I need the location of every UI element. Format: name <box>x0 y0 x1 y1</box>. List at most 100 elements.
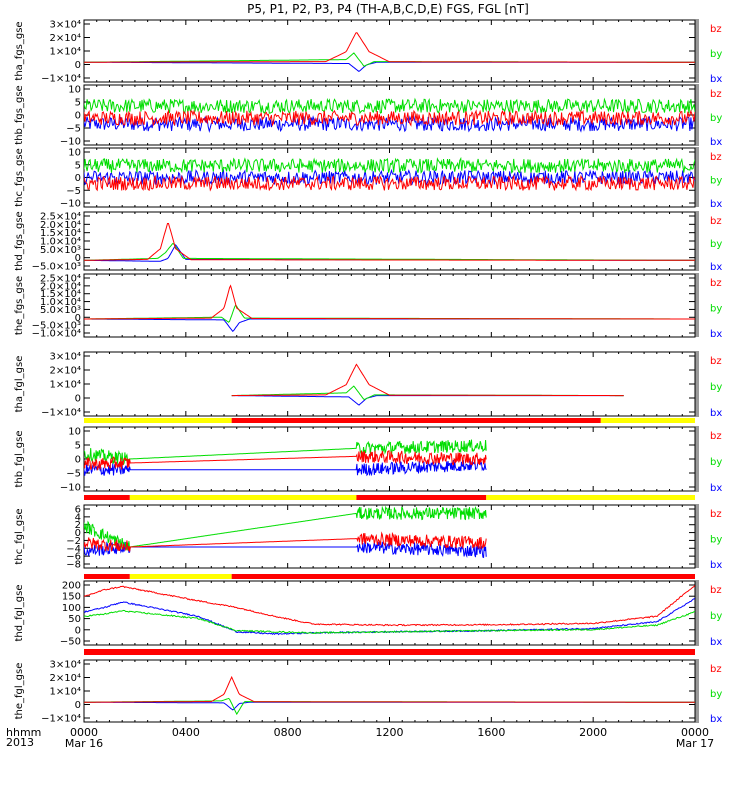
y-tick-label: 3×10⁴ <box>50 20 81 31</box>
panel-frame <box>83 351 696 417</box>
legend-bx: bx <box>710 329 722 340</box>
flag-bar-segment <box>84 574 130 579</box>
series-line-bz <box>84 32 695 63</box>
series-line-bz <box>84 675 695 703</box>
y-tick-label: −10 <box>60 199 81 210</box>
flag-bar-segment <box>84 495 130 500</box>
series-line-bz <box>84 585 695 627</box>
flag-bar-segment <box>600 418 695 423</box>
panel-frame <box>83 580 696 646</box>
panel-frame <box>83 273 696 338</box>
legend-bz: bz <box>710 585 722 596</box>
flag-bar-segment <box>129 574 232 579</box>
y-tick-label: −50 <box>60 637 81 648</box>
series-line-bz <box>84 223 695 261</box>
legend-by: by <box>710 113 722 124</box>
y-tick-label: 150 <box>62 592 81 603</box>
y-tick-label: 1×10⁴ <box>50 687 81 698</box>
series-line-bx <box>84 61 695 73</box>
y-tick-label: −8 <box>66 560 81 571</box>
legend-bx: bx <box>710 74 722 85</box>
y-axis-label: thc_fgs_gse <box>14 148 25 207</box>
y-tick-label: 2.5×10⁴ <box>40 212 81 223</box>
y-tick-label: −5 <box>66 186 81 197</box>
legend-bx: bx <box>710 637 722 648</box>
y-axis-label: tha_fgs_gse <box>14 21 25 80</box>
y-tick-label: −1×10⁴ <box>41 714 81 725</box>
time-tick-label: 1200 <box>376 726 404 739</box>
time-tick-label: 2000 <box>579 726 607 739</box>
series-line-bz <box>84 109 695 127</box>
y-tick-label: 100 <box>62 603 81 614</box>
series-line-bz <box>231 363 624 397</box>
time-tick-label: 0400 <box>172 726 200 739</box>
y-tick-label: −10 <box>60 137 81 148</box>
chart-title: P5, P1, P2, P3, P4 (TH-A,B,C,D,E) FGS, F… <box>247 2 529 16</box>
y-tick-label: 2.0×10⁴ <box>40 281 81 292</box>
y-tick-label: 1.0×10⁴ <box>40 297 81 308</box>
y-tick-label: 4 <box>75 512 81 523</box>
y-tick-label: −4 <box>66 544 81 555</box>
y-tick-label: 10 <box>68 85 81 96</box>
y-axis-label: tha_fgl_gse <box>14 356 25 413</box>
legend-by: by <box>710 304 722 315</box>
panel-the_fgl_gse: 3×10⁴ 2×10⁴ 1×10⁴ 0 −1×10⁴ the_fgl_gse bz by bx <box>14 659 722 725</box>
legend-by: by <box>710 239 722 250</box>
series-line-by <box>84 156 695 174</box>
series-line-by <box>84 243 695 261</box>
y-tick-label: 2.5×10⁴ <box>40 274 81 285</box>
flag-bar-segment <box>84 650 695 655</box>
legend-bx: bx <box>710 483 722 494</box>
series-line-bz <box>84 449 487 471</box>
y-tick-label: 5.0×10³ <box>40 305 81 316</box>
legend-bz: bz <box>710 664 722 675</box>
legend-bz: bz <box>710 431 722 442</box>
legend-bz: bz <box>710 216 722 227</box>
date-label-start: Mar 16 <box>65 737 103 750</box>
legend-bx: bx <box>710 137 722 148</box>
y-tick-label: 5 <box>75 160 81 171</box>
series-line-by <box>84 52 695 67</box>
flag-bar-segment <box>231 574 696 579</box>
legend-bz: bz <box>710 356 722 367</box>
legend-by: by <box>710 535 722 546</box>
y-tick-label: −2 <box>66 536 81 547</box>
series-line-bx <box>84 541 487 559</box>
y-tick-label: 0 <box>75 253 81 264</box>
y-tick-label: 10 <box>68 148 81 159</box>
series-line-bx <box>231 395 624 406</box>
y-tick-label: 200 <box>62 581 81 592</box>
y-tick-label: 1×10⁴ <box>50 47 81 58</box>
flag-bar-segment <box>356 495 487 500</box>
y-tick-label: −1×10⁴ <box>41 74 81 85</box>
y-axis-label: thc_fgl_gse <box>14 508 25 564</box>
y-tick-label: −1.0×10⁴ <box>32 329 81 340</box>
y-axis-label: the_fgs_gse <box>14 276 25 335</box>
y-tick-label: −5.0×10³ <box>32 262 81 273</box>
panel-thd_fgs_gse: 2.5×10⁴2.0×10⁴1.5×10⁴1.0×10⁴5.0×10³0−5.0… <box>14 211 722 273</box>
y-tick-label: −10 <box>60 483 81 494</box>
series-line-bz <box>84 284 695 320</box>
flag-bar-segment <box>129 495 357 500</box>
legend-bz: bz <box>710 152 722 163</box>
panel-the_fgs_gse: 2.5×10⁴2.0×10⁴1.5×10⁴1.0×10⁴5.0×10³0−5.0… <box>14 273 722 340</box>
series-line-bx <box>84 318 695 333</box>
y-tick-label: 0 <box>75 60 81 71</box>
y-tick-label: 3×10⁴ <box>50 352 81 363</box>
series-line-bz <box>84 531 487 552</box>
year-label: 2013 <box>6 736 34 749</box>
hhmm-label: hhmm <box>6 726 41 739</box>
y-tick-label: 1.0×10⁴ <box>40 237 81 248</box>
flag-bar-segment <box>231 418 601 423</box>
y-tick-label: −5 <box>66 469 81 480</box>
y-tick-label: 2 <box>75 520 81 531</box>
legend-by: by <box>710 689 722 700</box>
y-tick-label: 0 <box>75 625 81 636</box>
y-axis-label: thb_fgl_gse <box>14 431 25 488</box>
date-label-end: Mar 17 <box>676 737 714 750</box>
series-line-bx <box>84 701 695 711</box>
